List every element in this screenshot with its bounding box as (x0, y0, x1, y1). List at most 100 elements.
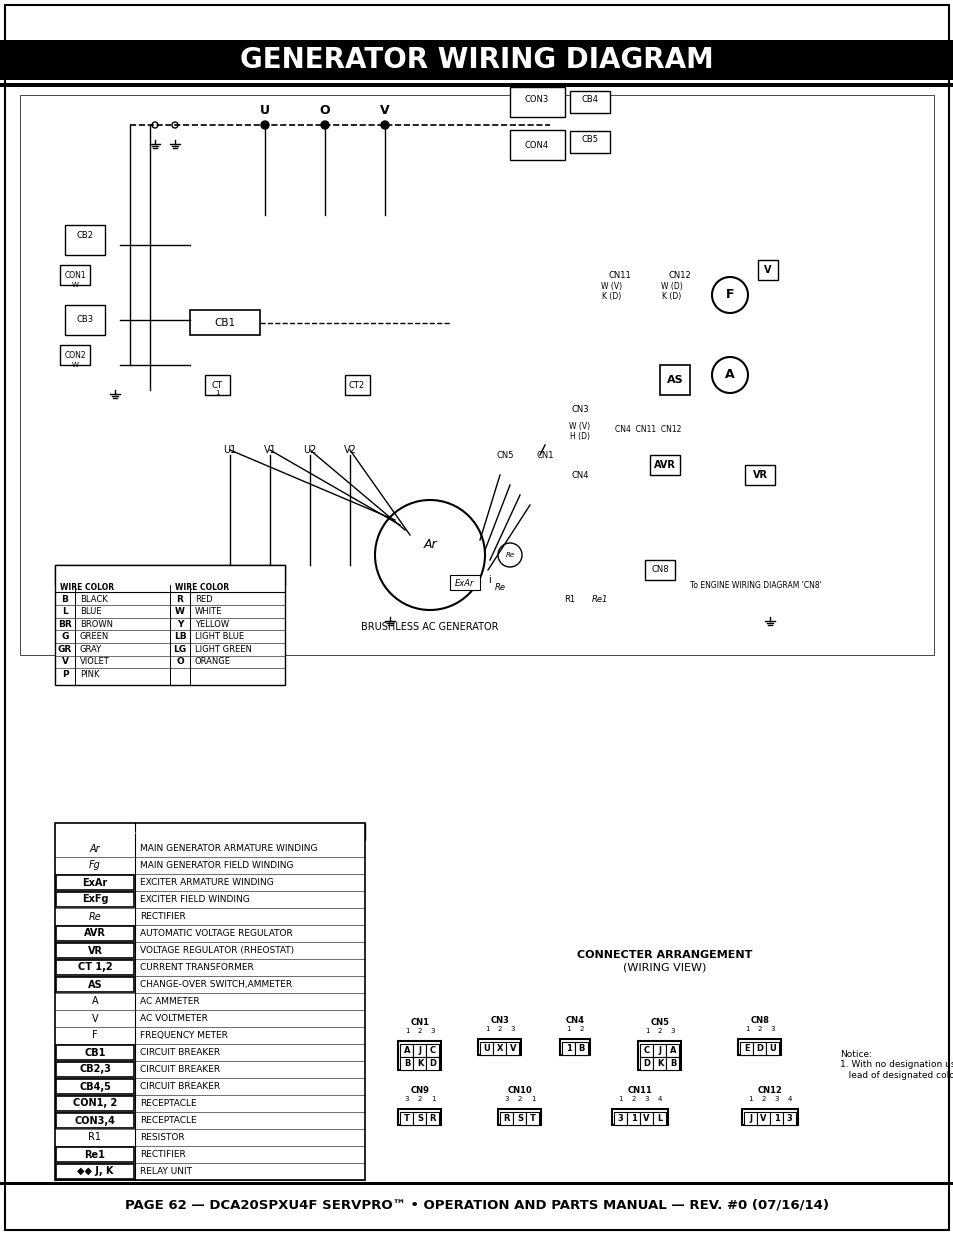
Text: YELLOW: YELLOW (194, 620, 229, 629)
Text: A: A (403, 1046, 410, 1055)
Bar (526, 1112, 539, 1125)
Bar (561, 1042, 575, 1055)
Text: CN12: CN12 (757, 1086, 781, 1095)
Bar (55, 823, 365, 840)
Text: 3: 3 (404, 1095, 409, 1102)
Text: V: V (91, 1014, 98, 1024)
Bar (426, 1057, 439, 1070)
Bar (738, 1039, 781, 1055)
Text: K: K (416, 1058, 423, 1068)
Text: VR: VR (88, 946, 102, 956)
Text: L: L (657, 1114, 661, 1123)
Text: 2: 2 (578, 1026, 583, 1032)
Bar (56, 1113, 133, 1128)
Bar (638, 1041, 680, 1070)
Bar (513, 1112, 526, 1125)
Text: R: R (176, 594, 183, 604)
Bar (413, 1112, 426, 1125)
Bar (56, 977, 133, 992)
Text: K (D): K (D) (601, 293, 621, 301)
Text: RECEPTACLE: RECEPTACLE (140, 1116, 196, 1125)
Bar (652, 1112, 665, 1125)
Bar (659, 366, 689, 395)
Text: Re: Re (505, 552, 514, 558)
Text: GREEN: GREEN (80, 632, 110, 641)
Text: 2: 2 (417, 1028, 422, 1034)
Text: CN5: CN5 (650, 1018, 669, 1028)
Text: BRUSHLESS AC GENERATOR: BRUSHLESS AC GENERATOR (361, 622, 498, 632)
Bar (478, 1039, 521, 1055)
Bar (653, 1057, 666, 1070)
Text: CN3: CN3 (490, 1016, 509, 1025)
Bar (55, 823, 365, 1179)
Text: PINK: PINK (80, 669, 99, 679)
Bar (398, 1109, 441, 1125)
Text: V: V (763, 266, 771, 275)
Text: Re: Re (494, 583, 505, 592)
Text: CONNECTER ARRANGEMENT: CONNECTER ARRANGEMENT (577, 950, 752, 960)
Bar (626, 1112, 639, 1125)
Text: CB3: CB3 (76, 315, 93, 325)
Text: K: K (656, 1058, 662, 1068)
Text: CON1, 2: CON1, 2 (72, 1098, 117, 1109)
Text: (WIRING VIEW): (WIRING VIEW) (622, 963, 706, 973)
Text: GR: GR (58, 645, 72, 653)
Text: T: T (530, 1114, 536, 1123)
Text: ORANGE: ORANGE (194, 657, 231, 667)
Text: O: O (176, 657, 184, 667)
Text: U: U (260, 104, 270, 116)
Bar (55, 564, 285, 585)
Text: 1: 1 (565, 1044, 571, 1053)
Text: LB: LB (173, 632, 186, 641)
Text: SYMBOL: SYMBOL (84, 826, 135, 836)
Text: CN5: CN5 (496, 451, 514, 459)
Text: AC AMMETER: AC AMMETER (140, 997, 199, 1007)
Bar (649, 454, 679, 475)
Text: AS: AS (666, 375, 682, 385)
Bar (741, 1109, 797, 1125)
Text: P: P (62, 669, 69, 679)
Text: 1: 1 (404, 1028, 409, 1034)
Text: V: V (61, 657, 69, 667)
Text: O: O (319, 104, 330, 116)
Text: RED: RED (194, 594, 213, 604)
Text: GENERATOR WIRING DIAGRAM: GENERATOR WIRING DIAGRAM (240, 46, 713, 74)
Bar (644, 559, 675, 580)
Text: RECEPTACLE: RECEPTACLE (140, 1099, 196, 1108)
Text: S: S (416, 1114, 422, 1123)
Text: CON3,4: CON3,4 (74, 1115, 115, 1125)
Bar (56, 926, 133, 941)
Bar (60, 345, 90, 366)
Text: 1: 1 (618, 1095, 622, 1102)
Text: WIRE COLOR: WIRE COLOR (60, 583, 114, 592)
Text: VOLTAGE REGULATOR (RHEOSTAT): VOLTAGE REGULATOR (RHEOSTAT) (140, 946, 294, 955)
Bar (56, 1062, 133, 1077)
Text: 2: 2 (631, 1095, 635, 1102)
Text: AUTOMATIC VOLTAGE REGULATOR: AUTOMATIC VOLTAGE REGULATOR (140, 929, 293, 939)
Text: Y: Y (176, 620, 183, 629)
Bar (400, 1044, 413, 1057)
Text: V: V (642, 1114, 649, 1123)
Text: W: W (71, 362, 78, 368)
Text: 1: 1 (744, 1026, 748, 1032)
Text: D: D (643, 1058, 650, 1068)
Text: RECTIFIER: RECTIFIER (140, 911, 186, 921)
Text: 3: 3 (786, 1114, 792, 1123)
Text: CN10: CN10 (507, 1086, 532, 1095)
Bar (60, 266, 90, 285)
Text: CIRCUIT BREAKER: CIRCUIT BREAKER (140, 1065, 220, 1074)
Text: 2: 2 (658, 1028, 661, 1034)
Text: W: W (175, 608, 185, 616)
Text: Ar: Ar (90, 844, 100, 853)
Text: J: J (658, 1046, 660, 1055)
Text: F: F (92, 1030, 98, 1041)
Text: CN9: CN9 (410, 1086, 429, 1095)
Text: J: J (748, 1114, 751, 1123)
Text: Fg: Fg (89, 861, 101, 871)
Bar (612, 1109, 667, 1125)
Bar (0, 1182, 953, 1186)
Bar (56, 1045, 133, 1060)
Text: B: B (403, 1058, 410, 1068)
Text: F: F (725, 289, 734, 301)
Bar (400, 1112, 413, 1125)
